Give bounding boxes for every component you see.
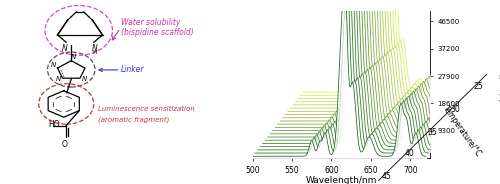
- Y-axis label: Intensity
(arbitrary units): Intensity (arbitrary units): [499, 54, 500, 115]
- Text: (bispidine scaffold): (bispidine scaffold): [121, 28, 194, 37]
- Text: 25: 25: [474, 82, 483, 91]
- Text: Luminescence sensitization: Luminescence sensitization: [98, 107, 194, 112]
- Text: N: N: [62, 44, 68, 53]
- Text: N: N: [82, 76, 87, 82]
- Text: O: O: [62, 140, 68, 149]
- Text: (aromatic fragment): (aromatic fragment): [98, 116, 169, 123]
- Text: Water solubility: Water solubility: [121, 19, 180, 27]
- Text: HO: HO: [48, 121, 60, 129]
- Text: 35: 35: [428, 128, 438, 137]
- Text: Temperature/°C: Temperature/°C: [441, 104, 483, 158]
- Text: N: N: [56, 76, 61, 82]
- X-axis label: Wavelength/nm: Wavelength/nm: [306, 176, 377, 184]
- Text: H: H: [92, 50, 98, 55]
- Text: N: N: [70, 54, 76, 59]
- Text: N: N: [92, 44, 98, 53]
- Text: Linker: Linker: [121, 66, 145, 74]
- Text: 30: 30: [450, 105, 460, 114]
- Text: 45: 45: [382, 172, 392, 181]
- Text: N: N: [50, 62, 56, 68]
- Text: 40: 40: [404, 149, 414, 158]
